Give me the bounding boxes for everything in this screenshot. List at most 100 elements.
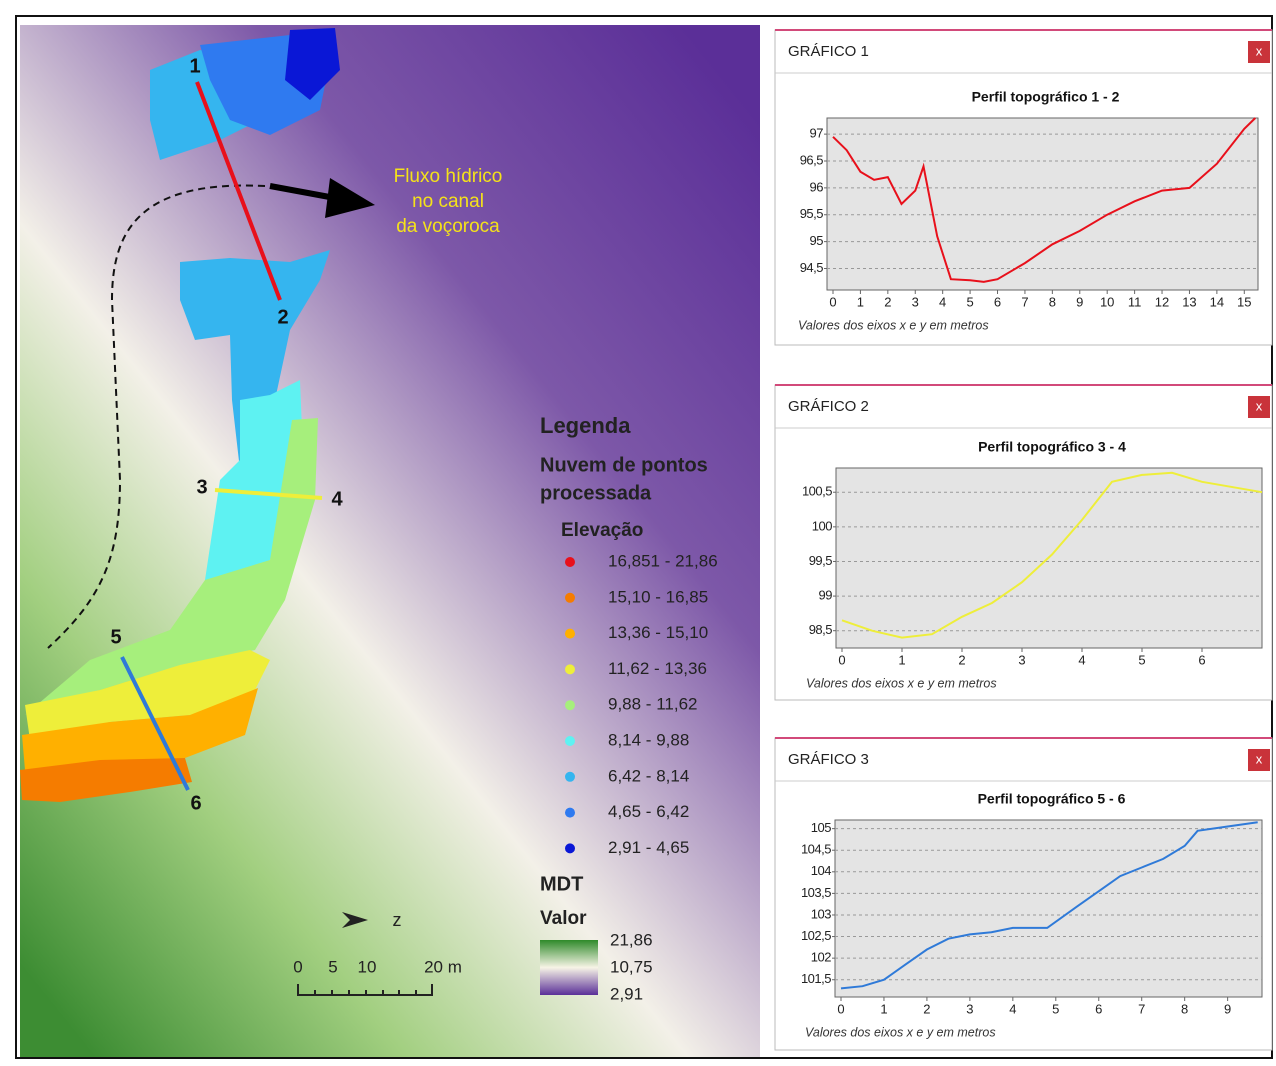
x-tick-label: 2 [884,294,891,309]
point-label: 1 [189,55,200,77]
x-tick-label: 1 [857,294,864,309]
map [20,25,760,1057]
x-tick-label: 10 [1100,294,1114,309]
ramp-label: 10,75 [610,957,653,976]
x-tick-label: 3 [966,1001,973,1016]
annotation: da voçoroca [396,216,500,237]
x-tick-label: 5 [966,294,973,309]
y-tick-label: 101,5 [801,971,831,986]
y-tick-label: 97 [810,126,824,141]
legend-title: Legenda [540,413,631,438]
x-tick-label: 6 [994,294,1001,309]
mdt-ramp [540,940,598,995]
x-tick-label: 7 [1138,1001,1145,1016]
scale-label: 10 [358,957,377,976]
y-tick-label: 99,5 [809,553,833,568]
legend-label: 4,65 - 6,42 [608,802,689,821]
x-tick-label: 4 [1009,1001,1016,1016]
legend-label: 15,10 - 16,85 [608,587,708,606]
legend-subtitle: Nuvem de pontos [540,454,708,476]
legend-label: 9,88 - 11,62 [608,695,697,714]
close-label[interactable]: x [1256,398,1263,413]
legend-swatch [565,557,575,567]
x-tick-label: 15 [1237,294,1251,309]
legend-swatch [565,736,575,746]
ramp-label: 21,86 [610,930,653,949]
legend-label: 6,42 - 8,14 [608,766,689,785]
x-tick-label: 2 [923,1001,930,1016]
legend-label: 2,91 - 4,65 [608,838,689,857]
chart-title: Perfil topográfico 3 - 4 [978,439,1126,455]
close-label[interactable]: x [1256,751,1263,766]
x-axis-label: Valores dos eixos x e y em metros [798,318,989,332]
x-tick-label: 14 [1210,294,1224,309]
x-tick-label: 0 [837,1001,844,1016]
plot-area [827,118,1258,290]
legend-subtitle: processada [540,482,652,504]
legend-swatch [565,593,575,603]
legend-swatch [565,808,575,818]
x-tick-label: 11 [1128,294,1142,309]
scale-label: 5 [328,957,337,976]
legend-label: 16,851 - 21,86 [608,551,718,570]
x-tick-label: 8 [1181,1001,1188,1016]
plot-area [835,820,1262,997]
window-title: GRÁFICO 1 [788,43,869,60]
x-tick-label: 0 [838,652,845,667]
y-tick-label: 96 [810,179,824,194]
y-tick-label: 102 [811,950,831,965]
x-tick-label: 12 [1155,294,1169,309]
legend-heading: Elevação [561,520,643,541]
legend-label: 13,36 - 15,10 [608,623,708,642]
x-tick-label: 5 [1138,652,1145,667]
y-tick-label: 95 [810,233,824,248]
y-tick-label: 96,5 [800,152,824,167]
legend-swatch [565,629,575,639]
chart-title: Perfil topográfico 5 - 6 [978,791,1126,807]
x-tick-label: 8 [1049,294,1056,309]
x-axis-label: Valores dos eixos x e y em metros [805,1025,996,1039]
window-title: GRÁFICO 2 [788,398,869,415]
y-tick-label: 99 [819,588,833,603]
point-label: 6 [190,792,201,814]
legend-label: 8,14 - 9,88 [608,730,689,749]
x-tick-label: 2 [958,652,965,667]
scale-label: 0 [293,957,302,976]
point-label: 5 [110,626,121,648]
x-tick-label: 5 [1052,1001,1059,1016]
annotation: Fluxo hídrico [394,166,503,187]
legend-heading: Valor [540,908,587,929]
point-label: 3 [196,476,207,498]
x-tick-label: 1 [898,652,905,667]
chart-title: Perfil topográfico 1 - 2 [972,89,1120,105]
close-label[interactable]: x [1256,43,1263,58]
x-tick-label: 0 [829,294,836,309]
annotation: no canal [412,191,484,212]
point-label: 4 [331,488,343,510]
y-tick-label: 103,5 [801,885,831,900]
legend-swatch [565,664,575,674]
x-tick-label: 4 [939,294,946,309]
x-tick-label: 7 [1021,294,1028,309]
ramp-label: 2,91 [610,984,643,1003]
y-tick-label: 95,5 [800,206,824,221]
legend-swatch [565,700,575,710]
y-tick-label: 94,5 [800,260,824,275]
y-tick-label: 105 [811,820,831,835]
x-tick-label: 3 [912,294,919,309]
x-tick-label: 6 [1198,652,1205,667]
y-tick-label: 103 [811,906,831,921]
y-tick-label: 98,5 [809,622,833,637]
window-title: GRÁFICO 3 [788,751,869,768]
point-label: 2 [277,306,288,328]
y-tick-label: 100 [812,518,832,533]
legend-label: 11,62 - 13,36 [608,659,707,678]
y-tick-label: 100,5 [802,484,832,499]
y-tick-label: 104,5 [801,842,831,857]
x-tick-label: 13 [1182,294,1196,309]
x-tick-label: 6 [1095,1001,1102,1016]
x-tick-label: 9 [1076,294,1083,309]
legend-swatch [565,772,575,782]
x-axis-label: Valores dos eixos x e y em metros [806,676,997,690]
x-tick-label: 9 [1224,1001,1231,1016]
